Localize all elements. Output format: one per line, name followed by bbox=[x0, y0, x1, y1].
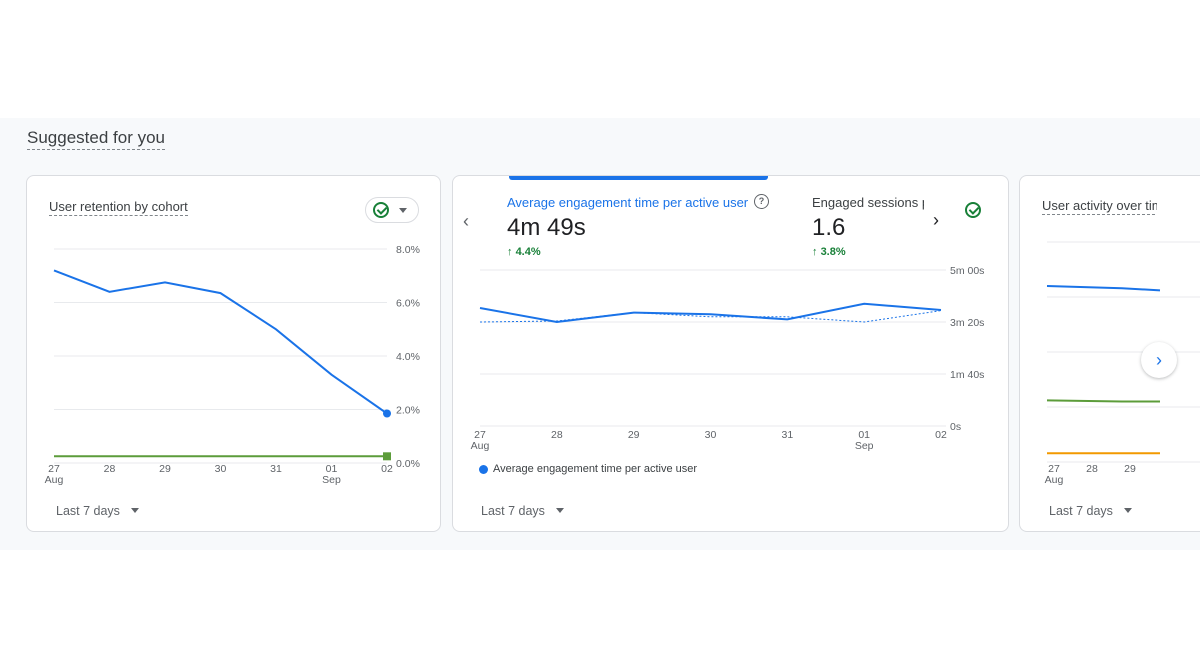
y-tick-label: 1m 40s bbox=[950, 369, 984, 381]
series-end-point bbox=[383, 452, 391, 461]
x-tick-label: 28 bbox=[1086, 463, 1098, 475]
date-range-label: Last 7 days bbox=[56, 504, 120, 518]
chevron-right-icon: › bbox=[1156, 350, 1162, 370]
comparison-series-line bbox=[479, 310, 942, 323]
x-tick-label: 29 bbox=[1124, 463, 1136, 475]
x-tick-label: 29 bbox=[159, 463, 171, 475]
legend-dot bbox=[479, 465, 488, 474]
card-title[interactable]: User retention by cohort bbox=[49, 199, 188, 216]
arrow-up-icon: ↑ bbox=[507, 246, 516, 258]
chevron-down-icon bbox=[399, 208, 407, 213]
section-title: Suggested for you bbox=[27, 128, 165, 150]
date-range-label: Last 7 days bbox=[1049, 504, 1113, 518]
series-line bbox=[53, 269, 388, 415]
series-line bbox=[1046, 399, 1160, 403]
x-tick-sublabel: Aug bbox=[471, 440, 490, 452]
retention-card[interactable]: User retention by cohort 8.0% 6.0% 4.0% 2.0… bbox=[26, 175, 441, 532]
x-tick-label: 01 bbox=[326, 463, 338, 475]
series-end-point bbox=[383, 409, 391, 418]
x-tick-label: 28 bbox=[104, 463, 116, 475]
x-tick-label: 30 bbox=[705, 429, 717, 441]
x-tick-label: 02 bbox=[381, 463, 393, 475]
x-tick-label: 31 bbox=[270, 463, 282, 475]
y-tick-label: 5m 00s bbox=[950, 265, 984, 277]
series-line bbox=[1046, 285, 1161, 292]
help-icon[interactable]: ? bbox=[754, 194, 769, 209]
metric-delta: ↑ 3.8% bbox=[812, 246, 846, 258]
chevron-left-icon[interactable]: ‹ bbox=[463, 211, 469, 231]
chevron-down-icon bbox=[1124, 508, 1133, 513]
y-tick-label: 8.0% bbox=[396, 244, 420, 256]
check-circle-icon bbox=[373, 202, 389, 218]
metric-tab-sessions-label[interactable]: Engaged sessions per user bbox=[812, 195, 924, 210]
insight-dropdown[interactable] bbox=[365, 197, 419, 223]
x-tick-sublabel: Aug bbox=[1045, 474, 1064, 486]
x-tick-label: 28 bbox=[551, 429, 563, 441]
series-line bbox=[479, 302, 942, 324]
y-tick-label: 4.0% bbox=[396, 351, 420, 363]
y-tick-label: 2.0% bbox=[396, 405, 420, 417]
date-range-dropdown[interactable]: Last 7 days bbox=[56, 504, 140, 518]
x-tick-label: 31 bbox=[781, 429, 793, 441]
card-title[interactable]: User activity over time bbox=[1042, 198, 1157, 215]
chevron-down-icon bbox=[556, 508, 565, 513]
metric-value: 1.6 bbox=[812, 214, 846, 241]
x-tick-label: 27 bbox=[1048, 463, 1060, 475]
x-tick-label: 27 bbox=[48, 463, 60, 475]
card-title-clip: User activity over time bbox=[1042, 198, 1157, 216]
y-tick-label: 0s bbox=[950, 421, 961, 433]
y-tick-label: 0.0% bbox=[396, 458, 420, 470]
y-tick-label: 3m 20s bbox=[950, 317, 984, 329]
metric-tab-engagement-label[interactable]: Average engagement time per active user bbox=[507, 195, 749, 210]
x-tick-sublabel: Sep bbox=[855, 440, 874, 452]
x-tick-label: 02 bbox=[935, 429, 947, 441]
x-tick-sublabel: Sep bbox=[322, 474, 341, 486]
metric-delta: ↑ 4.4% bbox=[507, 246, 541, 258]
date-range-dropdown[interactable]: Last 7 days bbox=[481, 504, 565, 518]
date-range-label: Last 7 days bbox=[481, 504, 545, 518]
chevron-right-icon[interactable]: › bbox=[933, 210, 939, 230]
date-range-dropdown[interactable]: Last 7 days bbox=[1049, 504, 1133, 518]
check-circle-icon[interactable] bbox=[965, 202, 981, 218]
x-tick-sublabel: Aug bbox=[45, 474, 64, 486]
engagement-card[interactable]: ‹ Average engagement time per active use… bbox=[452, 175, 1009, 532]
active-tab-indicator bbox=[509, 176, 768, 180]
scroll-right-button[interactable]: › bbox=[1141, 342, 1177, 378]
legend-label: Average engagement time per active user bbox=[493, 463, 698, 475]
x-tick-label: 27 bbox=[474, 429, 486, 441]
arrow-up-icon: ↑ bbox=[812, 246, 821, 258]
x-tick-label: 29 bbox=[628, 429, 640, 441]
x-tick-label: 30 bbox=[215, 463, 227, 475]
metric-value: 4m 49s bbox=[507, 214, 586, 241]
chevron-down-icon bbox=[131, 508, 140, 513]
y-tick-label: 6.0% bbox=[396, 298, 420, 310]
x-tick-label: 01 bbox=[858, 429, 870, 441]
